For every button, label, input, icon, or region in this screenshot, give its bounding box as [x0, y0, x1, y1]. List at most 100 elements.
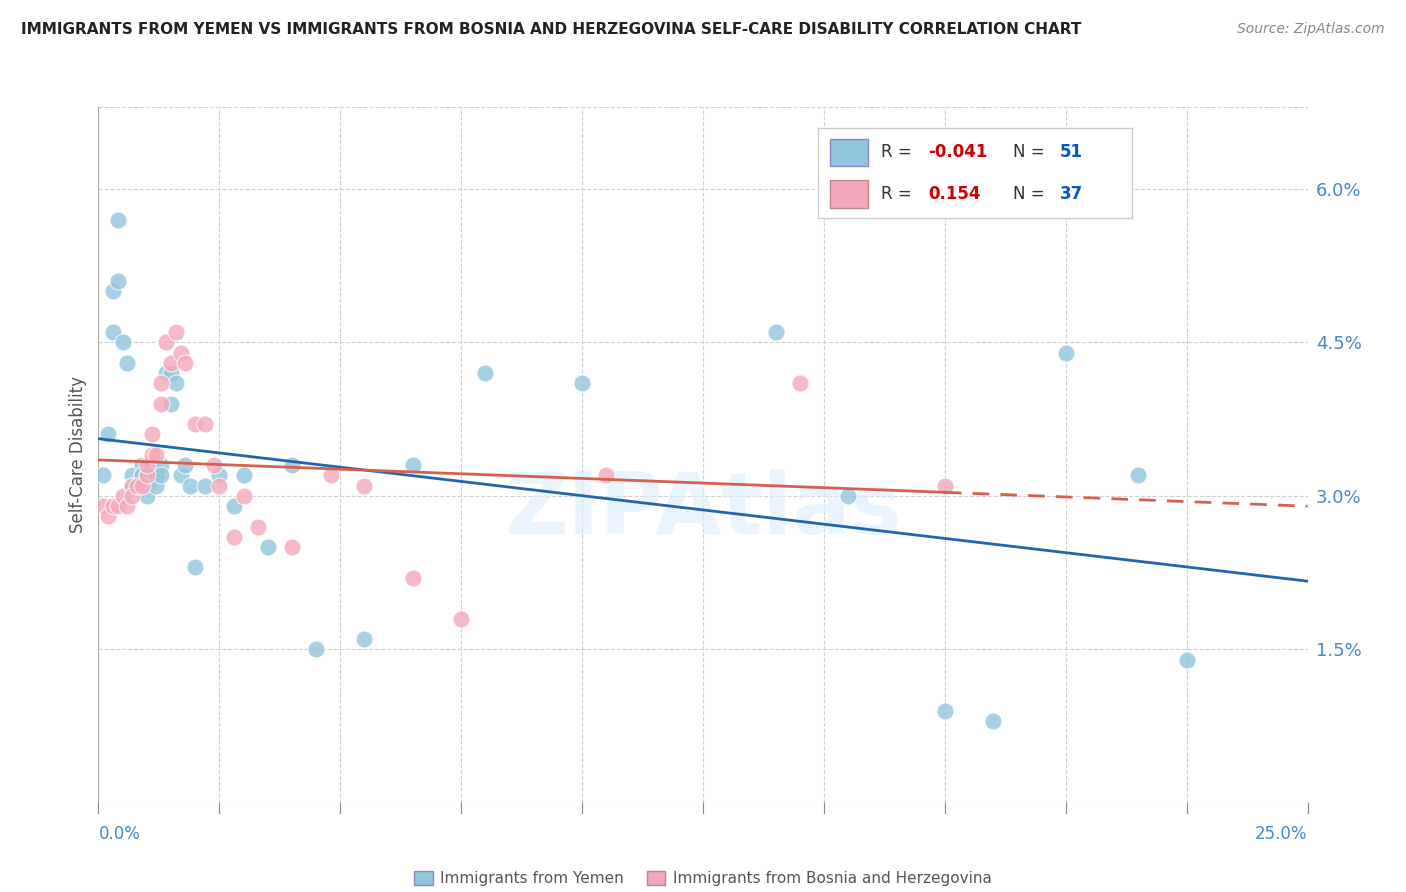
Point	[247, 519, 270, 533]
Point	[402, 571, 425, 585]
Text: 37: 37	[1060, 185, 1083, 203]
Point	[194, 478, 217, 492]
Point	[111, 489, 134, 503]
Text: R =: R =	[880, 185, 917, 203]
Point	[934, 478, 956, 492]
Point	[131, 468, 153, 483]
Point	[402, 458, 425, 472]
Point	[208, 478, 231, 492]
Text: 25.0%: 25.0%	[1256, 825, 1308, 843]
Point	[281, 540, 304, 554]
Point	[141, 458, 163, 472]
Point	[145, 478, 167, 492]
Text: 51: 51	[1060, 144, 1083, 161]
Point	[121, 468, 143, 483]
Point	[135, 478, 157, 492]
Point	[474, 366, 496, 380]
Point	[169, 345, 191, 359]
Point	[91, 499, 114, 513]
Point	[319, 468, 342, 483]
Point	[1175, 652, 1198, 666]
Point	[121, 478, 143, 492]
Point	[127, 478, 149, 492]
Point	[174, 356, 197, 370]
Point	[1128, 468, 1150, 483]
Legend: Immigrants from Yemen, Immigrants from Bosnia and Herzegovina: Immigrants from Yemen, Immigrants from B…	[408, 865, 998, 892]
Text: -0.041: -0.041	[928, 144, 987, 161]
Point	[232, 468, 254, 483]
Point	[281, 458, 304, 472]
Point	[204, 458, 226, 472]
Point	[981, 714, 1004, 728]
Point	[160, 356, 183, 370]
Point	[107, 274, 129, 288]
Point	[117, 356, 139, 370]
Point	[765, 325, 787, 339]
Point	[131, 478, 153, 492]
FancyBboxPatch shape	[831, 139, 868, 166]
Point	[179, 478, 201, 492]
Point	[145, 448, 167, 462]
Point	[150, 376, 173, 391]
Point	[131, 468, 153, 483]
Point	[107, 499, 129, 513]
Point	[97, 427, 120, 442]
Point	[145, 468, 167, 483]
Point	[222, 530, 245, 544]
Point	[160, 397, 183, 411]
Text: 0.0%: 0.0%	[98, 825, 141, 843]
Text: N =: N =	[1012, 144, 1050, 161]
Point	[107, 212, 129, 227]
Text: ZIPAtlas: ZIPAtlas	[505, 469, 901, 552]
Point	[141, 448, 163, 462]
Point	[101, 325, 124, 339]
Point	[222, 499, 245, 513]
Point	[194, 417, 217, 432]
Point	[450, 612, 472, 626]
Point	[256, 540, 278, 554]
Point	[169, 468, 191, 483]
Point	[353, 478, 375, 492]
Point	[111, 335, 134, 350]
Text: IMMIGRANTS FROM YEMEN VS IMMIGRANTS FROM BOSNIA AND HERZEGOVINA SELF-CARE DISABI: IMMIGRANTS FROM YEMEN VS IMMIGRANTS FROM…	[21, 22, 1081, 37]
Point	[184, 560, 207, 574]
Point	[232, 489, 254, 503]
Point	[165, 376, 187, 391]
Point	[174, 458, 197, 472]
Point	[184, 417, 207, 432]
Point	[155, 335, 177, 350]
FancyBboxPatch shape	[831, 180, 868, 208]
Point	[141, 468, 163, 483]
Point	[135, 468, 157, 483]
Point	[155, 366, 177, 380]
Point	[135, 489, 157, 503]
Point	[101, 499, 124, 513]
Point	[135, 458, 157, 472]
Text: Source: ZipAtlas.com: Source: ZipAtlas.com	[1237, 22, 1385, 37]
Text: R =: R =	[880, 144, 917, 161]
Point	[837, 489, 859, 503]
Point	[91, 468, 114, 483]
Point	[150, 468, 173, 483]
Point	[934, 704, 956, 718]
Y-axis label: Self-Care Disability: Self-Care Disability	[69, 376, 87, 533]
Point	[1054, 345, 1077, 359]
Point	[117, 499, 139, 513]
Point	[101, 284, 124, 298]
Point	[789, 376, 811, 391]
Point	[135, 468, 157, 483]
Point	[127, 478, 149, 492]
Point	[121, 478, 143, 492]
Point	[150, 458, 173, 472]
Point	[165, 325, 187, 339]
Point	[353, 632, 375, 646]
Point	[595, 468, 617, 483]
Point	[305, 642, 328, 657]
Point	[97, 509, 120, 524]
Point	[121, 489, 143, 503]
Point	[160, 366, 183, 380]
Point	[131, 458, 153, 472]
Point	[150, 397, 173, 411]
Point	[571, 376, 593, 391]
Point	[145, 468, 167, 483]
